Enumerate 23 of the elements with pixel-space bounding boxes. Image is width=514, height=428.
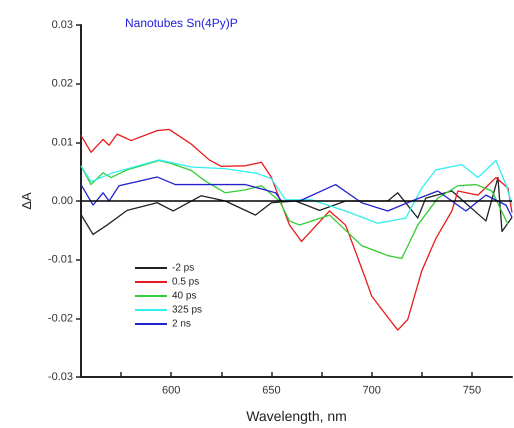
y-tick-label: 0.02 — [52, 78, 73, 90]
legend-label: 325 ps — [172, 304, 202, 316]
x-tick-label: 650 — [262, 384, 281, 396]
x-axis-title: Wavelength, nm — [246, 408, 347, 424]
y-tick-label: 0.01 — [52, 136, 73, 148]
legend-label: 0.5 ps — [172, 276, 200, 288]
legend-label: 40 ps — [172, 290, 196, 302]
x-tick-label: 700 — [362, 384, 381, 396]
x-tick-label: 750 — [462, 384, 482, 396]
line-series — [80, 159, 513, 224]
legend-label: -2 ps — [172, 262, 194, 274]
y-tick-label: -0.02 — [48, 312, 73, 324]
line-series — [80, 176, 513, 218]
line-series — [80, 160, 509, 260]
line-series — [80, 128, 513, 331]
chart-title: Nanotubes Sn(4Py)P — [125, 16, 238, 30]
x-tick-label: 600 — [162, 384, 180, 396]
y-tick-label: 0.03 — [52, 19, 73, 31]
legend-label: 2 ns — [172, 318, 191, 330]
y-tick-label: 0.00 — [52, 195, 73, 207]
y-tick-label: -0.03 — [48, 371, 73, 383]
y-tick-label: -0.01 — [48, 254, 73, 266]
y-axis-title: ΔA — [19, 192, 34, 210]
